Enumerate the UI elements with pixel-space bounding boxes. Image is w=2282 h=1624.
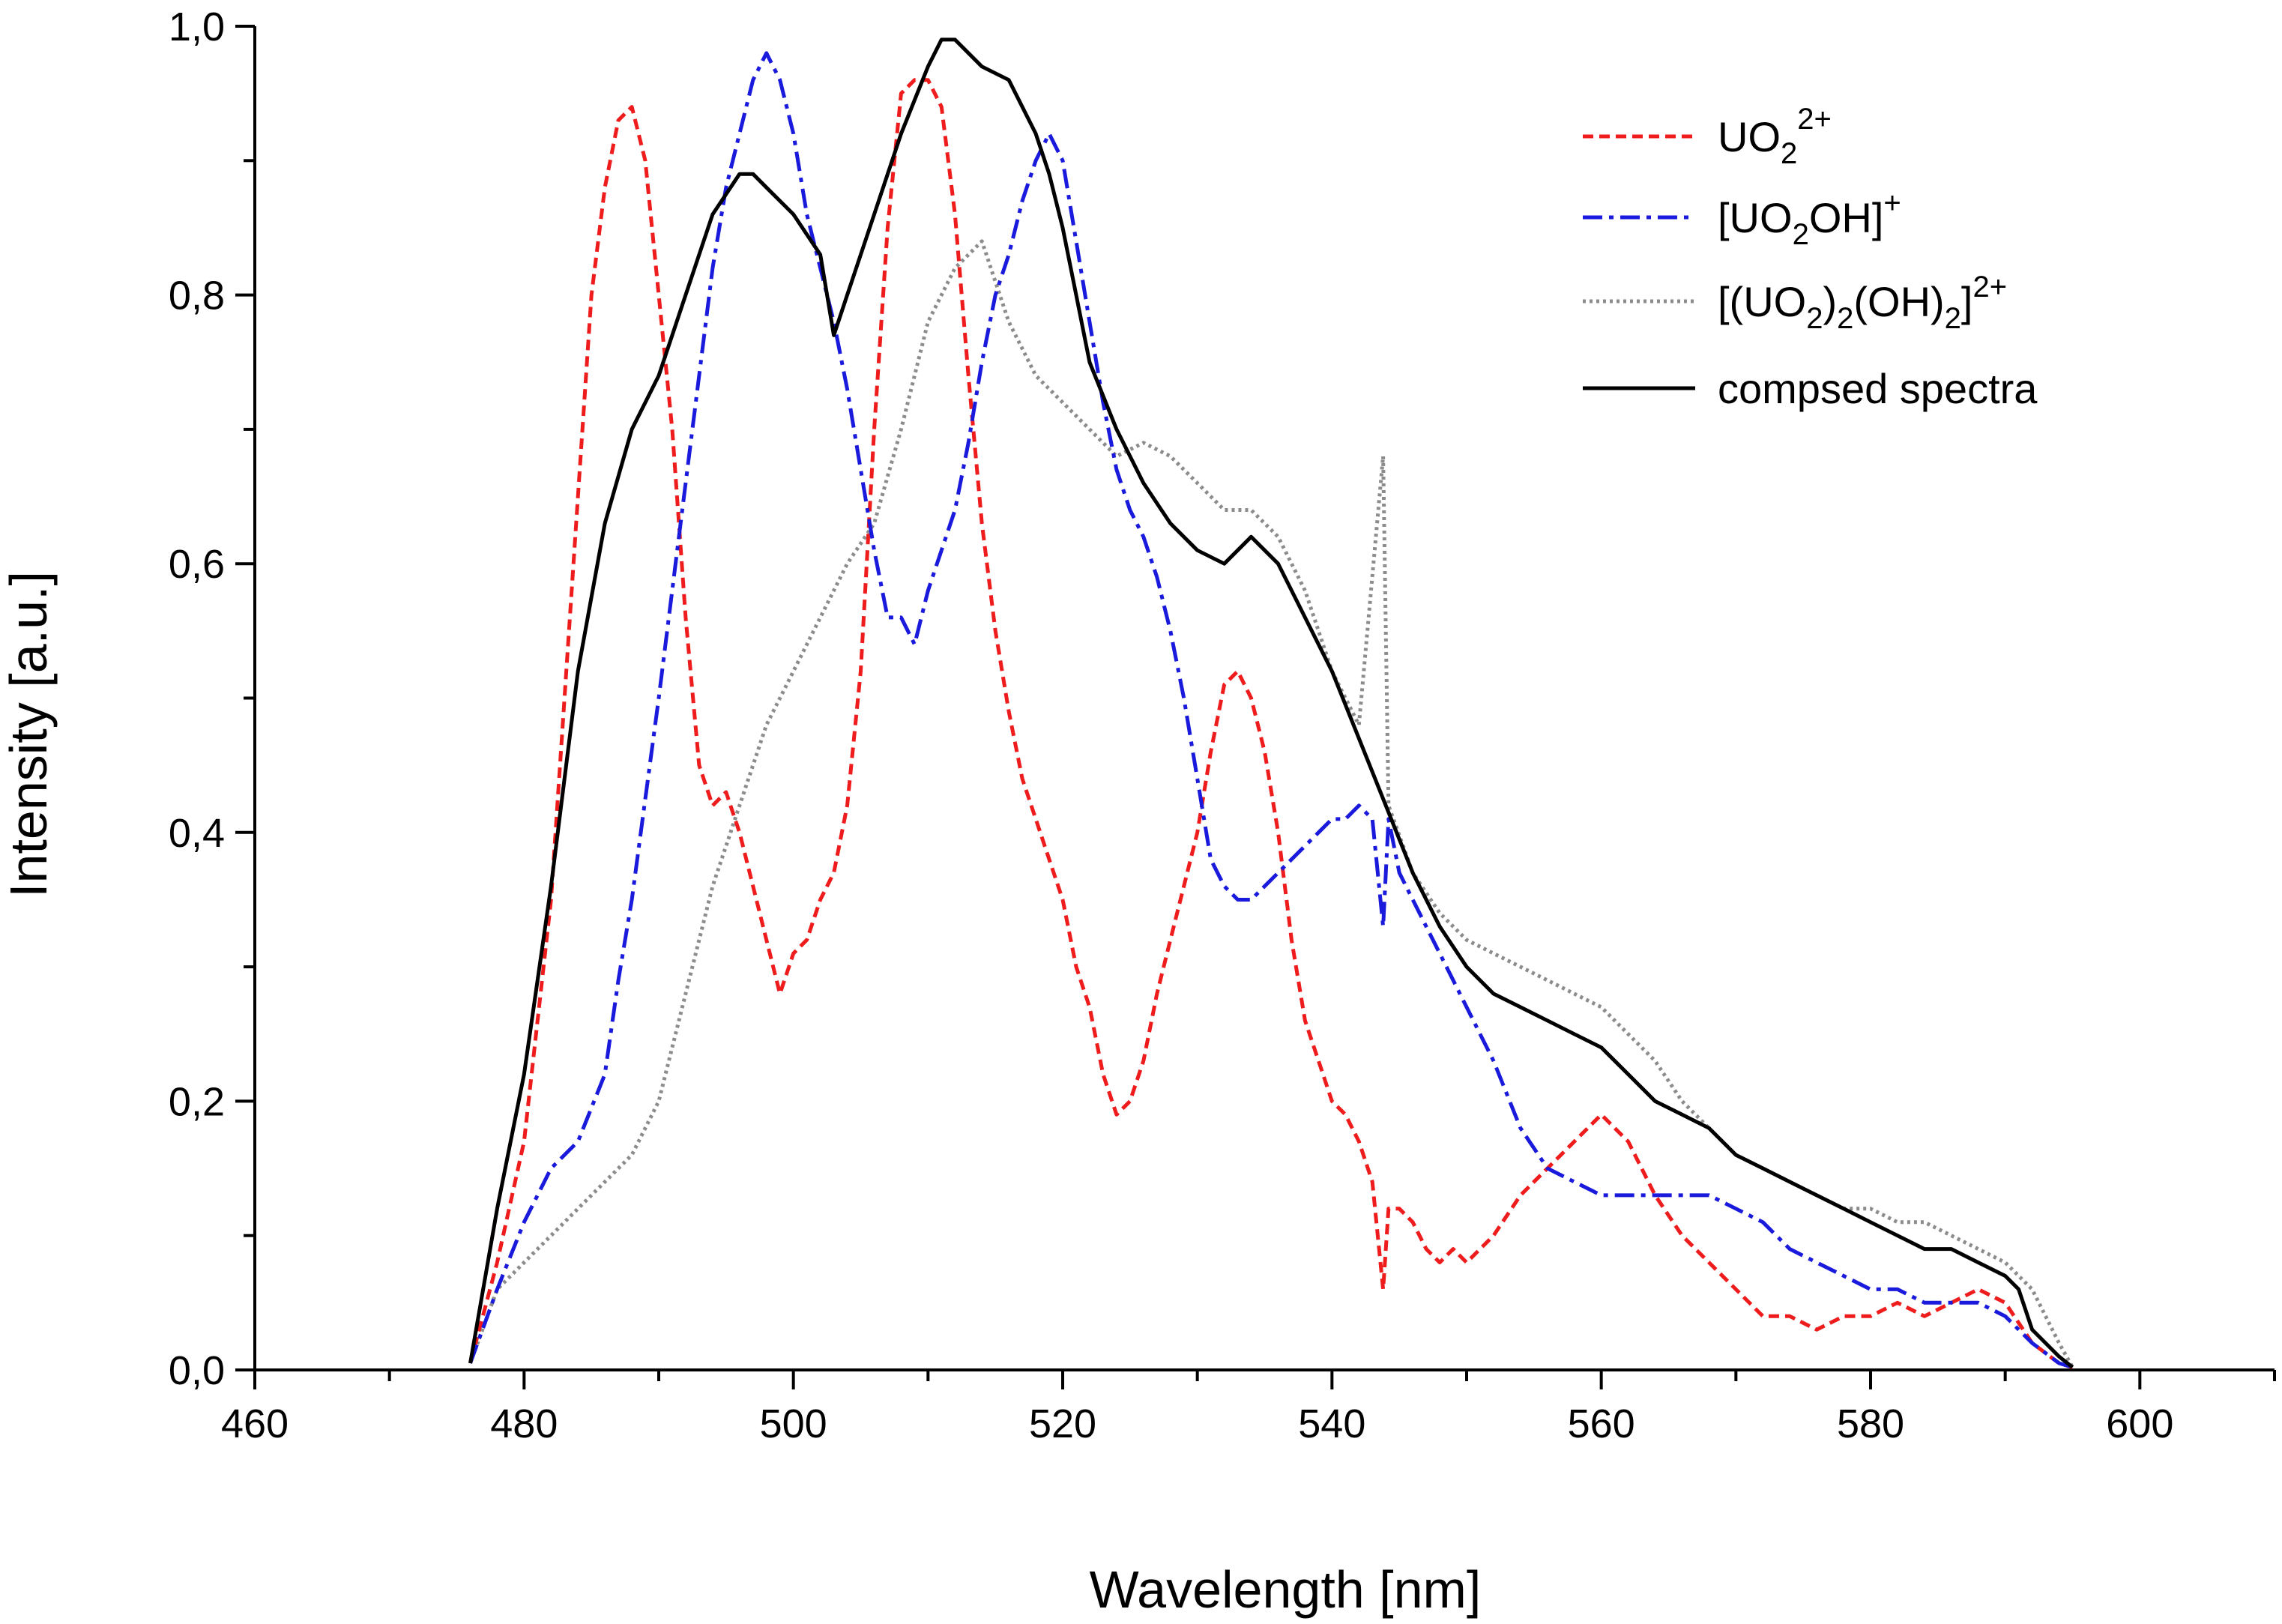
series-line-1	[468, 51, 2074, 1369]
x-tick-label: 540	[1298, 1401, 1365, 1446]
y-axis-ticks: 0,0 0,2 0,4 0,6 0,8 1,0	[169, 4, 255, 1393]
y-tick-label: 0,4	[169, 811, 225, 856]
x-tick-label: 480	[490, 1401, 558, 1446]
legend-label-2: [(UO2)2(OH)2]2+	[1718, 271, 2007, 335]
series-line-2	[468, 239, 2074, 1368]
y-axis-title: Intensity [a.u.]	[0, 571, 58, 898]
y-tick-label: 0,2	[169, 1079, 225, 1124]
y-tick-label: 0,6	[169, 542, 225, 587]
x-tick-label: 520	[1029, 1401, 1096, 1446]
x-tick-label: 580	[1837, 1401, 1904, 1446]
legend-label-3: compsed spectra	[1718, 365, 2038, 412]
axes: 460 480 500 520 540 560 580 600 0,0 0,2 0,4 0,6 0,8…	[169, 4, 2276, 1446]
legend-label-0: UO22+	[1718, 103, 1832, 170]
y-tick-label: 0,8	[169, 274, 225, 319]
series-line-0	[468, 78, 2074, 1369]
x-tick-label: 500	[760, 1401, 827, 1446]
x-tick-label: 560	[1568, 1401, 1635, 1446]
x-tick-label: 600	[2106, 1401, 2173, 1446]
x-tick-label: 460	[221, 1401, 289, 1446]
y-tick-label: 0,0	[169, 1348, 225, 1393]
x-axis-ticks: 460 480 500 520 540 560 580 600	[221, 1370, 2276, 1446]
series-layer	[468, 37, 2074, 1369]
series-line-3	[468, 37, 2074, 1369]
x-axis-title: Wavelength [nm]	[1090, 1560, 1482, 1619]
legend-label-1: [UO2OH]+	[1718, 187, 1901, 251]
legend: UO22+ [UO2OH]+ [(UO2)2(OH)2]2+ compsed spec…	[1583, 103, 2038, 412]
y-tick-label: 1,0	[169, 4, 225, 49]
